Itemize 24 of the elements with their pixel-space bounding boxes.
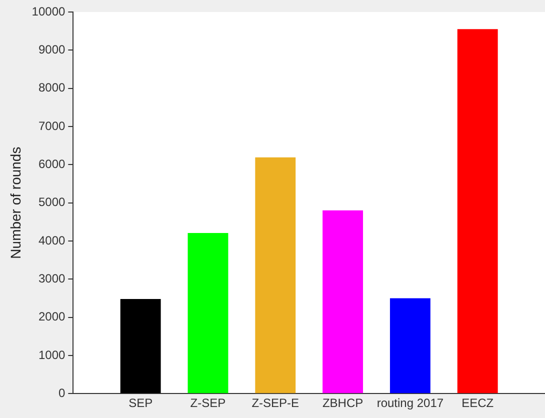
y-tick-label: 0 — [58, 386, 66, 400]
y-tick-label: 7000 — [38, 118, 66, 133]
bar — [457, 29, 498, 394]
bar — [390, 298, 430, 394]
x-tick-label: Z-SEP — [190, 396, 226, 410]
x-tick-label: EECZ — [462, 396, 494, 410]
x-tick-label: routing 2017 — [376, 396, 444, 410]
y-tick-label: 5000 — [38, 195, 66, 210]
y-tick-label: 1000 — [38, 348, 66, 362]
x-tick-label: Z-SEP-E — [252, 396, 300, 410]
x-tick-label: SEP — [128, 396, 153, 410]
y-axis-title: Number of rounds — [7, 146, 24, 259]
y-tick-label: 10000 — [32, 4, 66, 18]
y-tick-label: 6000 — [38, 156, 66, 171]
y-tick-label: 8000 — [38, 80, 66, 95]
bar — [188, 232, 228, 394]
y-tick-label: 4000 — [38, 233, 66, 248]
y-tick-label: 9000 — [38, 42, 66, 56]
bar — [255, 157, 296, 394]
x-tick-label: ZBHCP — [322, 396, 364, 410]
bar — [120, 298, 161, 394]
bar — [322, 210, 364, 394]
y-tick-label: 2000 — [38, 310, 66, 324]
y-tick-label: 3000 — [38, 271, 66, 286]
